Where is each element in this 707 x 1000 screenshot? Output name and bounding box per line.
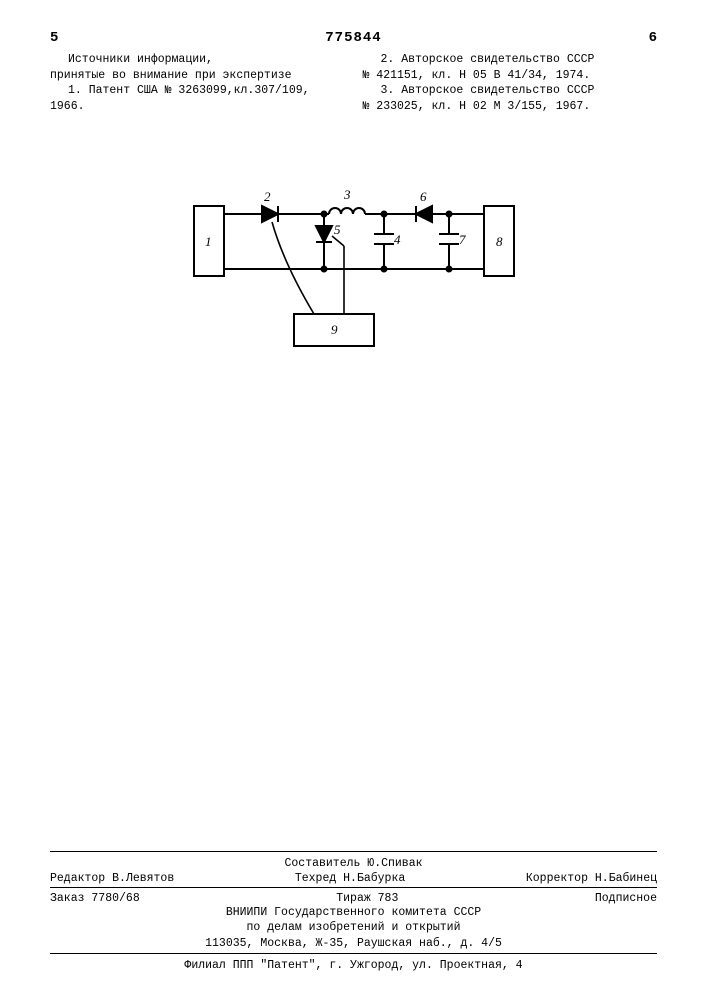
right-column: 2. Авторское свидетельство СССР № 421151… — [363, 52, 658, 114]
circuit-diagram: 1 2 3 4 5 6 7 8 9 — [184, 174, 524, 354]
text-line: № 233025, кл. H 02 M 3/155, 1967. — [363, 99, 658, 115]
footer-circulation: Тираж 783 — [336, 892, 398, 905]
footer-print-row: Заказ 7780/68 Тираж 783 Подписное — [50, 892, 657, 905]
left-column: Источники информации, принятые во вниман… — [50, 52, 345, 114]
footer-divider — [50, 953, 657, 954]
text-line: 2. Авторское свидетельство СССР — [363, 52, 658, 68]
diagram-label-5: 5 — [334, 222, 341, 237]
diagram-label-3: 3 — [343, 187, 351, 202]
circuit-diagram-wrap: 1 2 3 4 5 6 7 8 9 — [50, 174, 657, 354]
diagram-label-8: 8 — [496, 234, 503, 249]
colophon: Составитель Ю.Спивак Редактор В.Левятов … — [50, 849, 657, 974]
diagram-label-1: 1 — [205, 234, 212, 249]
footer-credits-row: Редактор В.Левятов Техред Н.Бабурка Корр… — [50, 872, 657, 885]
footer-order: Заказ 7780/68 — [50, 892, 140, 905]
page-header: 5 775844 6 — [50, 30, 657, 46]
footer-compiler: Составитель Ю.Спивак — [50, 856, 657, 872]
footer-editor: Редактор В.Левятов — [50, 872, 174, 885]
diagram-label-6: 6 — [420, 189, 427, 204]
footer-divider — [50, 851, 657, 852]
footer-address2: Филиал ППП "Патент", г. Ужгород, ул. Про… — [50, 958, 657, 974]
footer-org1: ВНИИПИ Государственного комитета СССР — [50, 905, 657, 921]
text-line: № 421151, кл. H 05 B 41/34, 1974. — [363, 68, 658, 84]
text-line: 1966. — [50, 99, 345, 115]
diagram-label-9: 9 — [331, 322, 338, 337]
text-line: Источники информации, — [50, 52, 345, 68]
text-line: 3. Авторское свидетельство СССР — [363, 83, 658, 99]
diagram-label-2: 2 — [264, 189, 271, 204]
diagram-label-7: 7 — [459, 232, 466, 247]
footer-tech: Техред Н.Бабурка — [295, 872, 405, 885]
footer-subscription: Подписное — [595, 892, 657, 905]
footer-address1: 113035, Москва, Ж-35, Раушская наб., д. … — [50, 936, 657, 952]
text-line: 1. Патент США № 3263099,кл.307/109, — [50, 83, 345, 99]
text-line: принятые во внимание при экспертизе — [50, 68, 345, 84]
patent-page: 5 775844 6 Источники информации, приняты… — [0, 0, 707, 1000]
diagram-label-4: 4 — [394, 232, 401, 247]
footer-divider — [50, 887, 657, 888]
footer-org2: по делам изобретений и открытий — [50, 920, 657, 936]
right-page-number: 6 — [649, 30, 657, 46]
text-columns: Источники информации, принятые во вниман… — [50, 52, 657, 114]
left-page-number: 5 — [50, 30, 58, 46]
patent-number: 775844 — [58, 30, 648, 46]
footer-corrector: Корректор Н.Бабинец — [526, 872, 657, 885]
